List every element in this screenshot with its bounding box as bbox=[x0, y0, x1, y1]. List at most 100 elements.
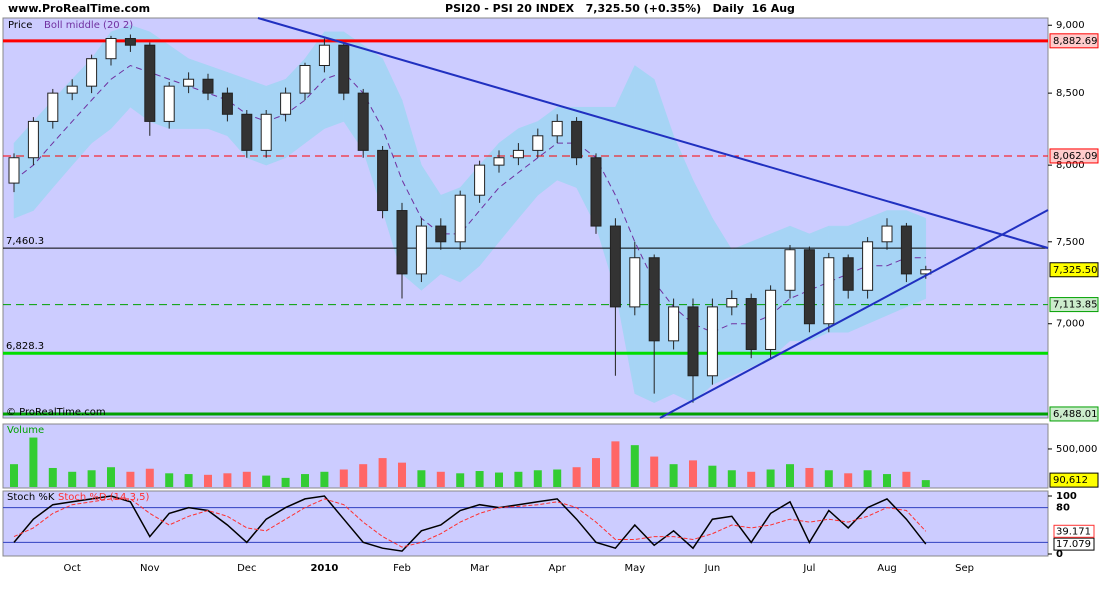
y-tick-label: 80 bbox=[1056, 503, 1070, 514]
x-tick-label: Aug bbox=[877, 563, 897, 574]
volume-bar bbox=[262, 475, 271, 487]
level-label: 8,062.09 bbox=[1053, 151, 1098, 162]
volume-bar bbox=[630, 445, 639, 487]
y-tick-label: 0 bbox=[1056, 549, 1063, 560]
candle-body bbox=[27, 120, 39, 159]
volume-bar bbox=[786, 464, 794, 487]
volume-bar bbox=[902, 471, 911, 487]
volume-bar bbox=[572, 467, 581, 487]
x-tick-label: Mar bbox=[470, 563, 490, 574]
candle-body bbox=[881, 225, 893, 243]
level-label-box bbox=[1049, 33, 1099, 49]
level-label-box bbox=[1049, 297, 1099, 313]
volume-bar bbox=[417, 470, 426, 487]
candle-body bbox=[551, 120, 563, 137]
overlay-layer bbox=[257, 17, 1049, 419]
volume-bar bbox=[320, 471, 329, 487]
x-tick-label: Jul bbox=[802, 563, 815, 574]
volume-bar bbox=[301, 474, 309, 487]
support-trendline bbox=[659, 209, 1049, 419]
y-tick-label: 8,500 bbox=[1056, 88, 1085, 99]
last-price-label: 7,325.50 bbox=[1053, 265, 1098, 276]
watermark: © ProRealTime.com bbox=[6, 407, 106, 418]
stochastic-line bbox=[13, 498, 927, 548]
x-tick-label: Oct bbox=[64, 563, 81, 574]
level-label-box bbox=[1049, 148, 1099, 164]
candle-body bbox=[900, 225, 912, 275]
candle-body bbox=[241, 113, 253, 151]
level-label-box bbox=[1049, 406, 1099, 422]
volume-bar bbox=[29, 437, 38, 487]
candle-body bbox=[183, 78, 195, 87]
volume-bar bbox=[87, 470, 96, 487]
x-tick-label: Dec bbox=[237, 563, 256, 574]
x-tick-label: Feb bbox=[393, 563, 411, 574]
volume-bar bbox=[514, 471, 523, 487]
candle-body bbox=[8, 157, 20, 184]
bollinger-band bbox=[537, 106, 558, 196]
candle-body bbox=[86, 58, 98, 87]
price-legend: Price bbox=[8, 20, 32, 31]
volume-bar bbox=[844, 473, 853, 487]
candle-body bbox=[745, 298, 757, 350]
volume-bar bbox=[592, 458, 600, 487]
stochastic-last-box bbox=[1053, 537, 1095, 551]
candle-body bbox=[66, 85, 78, 94]
candle-body bbox=[571, 120, 583, 159]
volume-bar bbox=[708, 465, 717, 487]
level-label: 7,113.85 bbox=[1053, 300, 1098, 311]
candle-body bbox=[338, 44, 350, 94]
volume-bar bbox=[68, 471, 77, 487]
candle-body bbox=[396, 210, 408, 275]
volume-bar bbox=[10, 464, 18, 487]
stochastic-line bbox=[13, 495, 927, 552]
volume-bar bbox=[883, 474, 891, 487]
y-tick-label: 7,000 bbox=[1056, 319, 1085, 330]
volume-bar bbox=[727, 470, 736, 487]
candle-body bbox=[823, 257, 835, 325]
volume-bar bbox=[495, 472, 503, 487]
volume-bar bbox=[184, 474, 193, 487]
volume-bar bbox=[436, 471, 445, 487]
stochastic-panel bbox=[2, 490, 1049, 557]
volume-last-label: 90,612 bbox=[1053, 475, 1088, 486]
level-label: 6,828.3 bbox=[6, 341, 44, 352]
candle-body bbox=[512, 149, 524, 159]
candle-body bbox=[609, 225, 621, 308]
x-tick-label: May bbox=[624, 563, 645, 574]
candle-body bbox=[726, 298, 738, 308]
candle-body bbox=[687, 306, 699, 377]
candle-body bbox=[474, 164, 486, 196]
candle-body bbox=[590, 157, 602, 227]
stoch-k-legend: Stoch %K bbox=[7, 492, 55, 503]
volume-bar bbox=[863, 470, 872, 487]
volume-bar bbox=[242, 471, 251, 487]
stochastic-last-label: 39.171 bbox=[1056, 526, 1091, 537]
candle-body bbox=[144, 44, 156, 122]
candle-body bbox=[163, 85, 175, 122]
volume-bar bbox=[165, 473, 174, 487]
level-label: 7,460.3 bbox=[6, 236, 44, 247]
x-tick-label: Apr bbox=[549, 563, 567, 574]
volume-bar bbox=[824, 470, 833, 487]
x-tick-label: 2010 bbox=[310, 563, 338, 574]
candle-body bbox=[299, 65, 311, 94]
volume-last-label-box bbox=[1049, 472, 1099, 488]
candle-body bbox=[221, 92, 233, 115]
volume-bar bbox=[281, 477, 290, 487]
resistance-trendline bbox=[257, 17, 1049, 249]
volume-bar bbox=[204, 474, 212, 487]
candle-body bbox=[842, 257, 854, 291]
volume-bar bbox=[766, 469, 775, 487]
stoch-d-legend: Stoch %D (14,3,5) bbox=[58, 492, 149, 503]
volume-bar bbox=[398, 462, 406, 487]
candle-body bbox=[648, 257, 660, 342]
stochastic-last-label: 17.079 bbox=[1056, 539, 1091, 550]
candle-body bbox=[706, 306, 718, 377]
x-tick-label: Nov bbox=[140, 563, 160, 574]
volume-bar bbox=[921, 480, 930, 487]
candle-body bbox=[202, 78, 214, 94]
candle-body bbox=[454, 194, 466, 243]
candle-body bbox=[415, 225, 427, 275]
